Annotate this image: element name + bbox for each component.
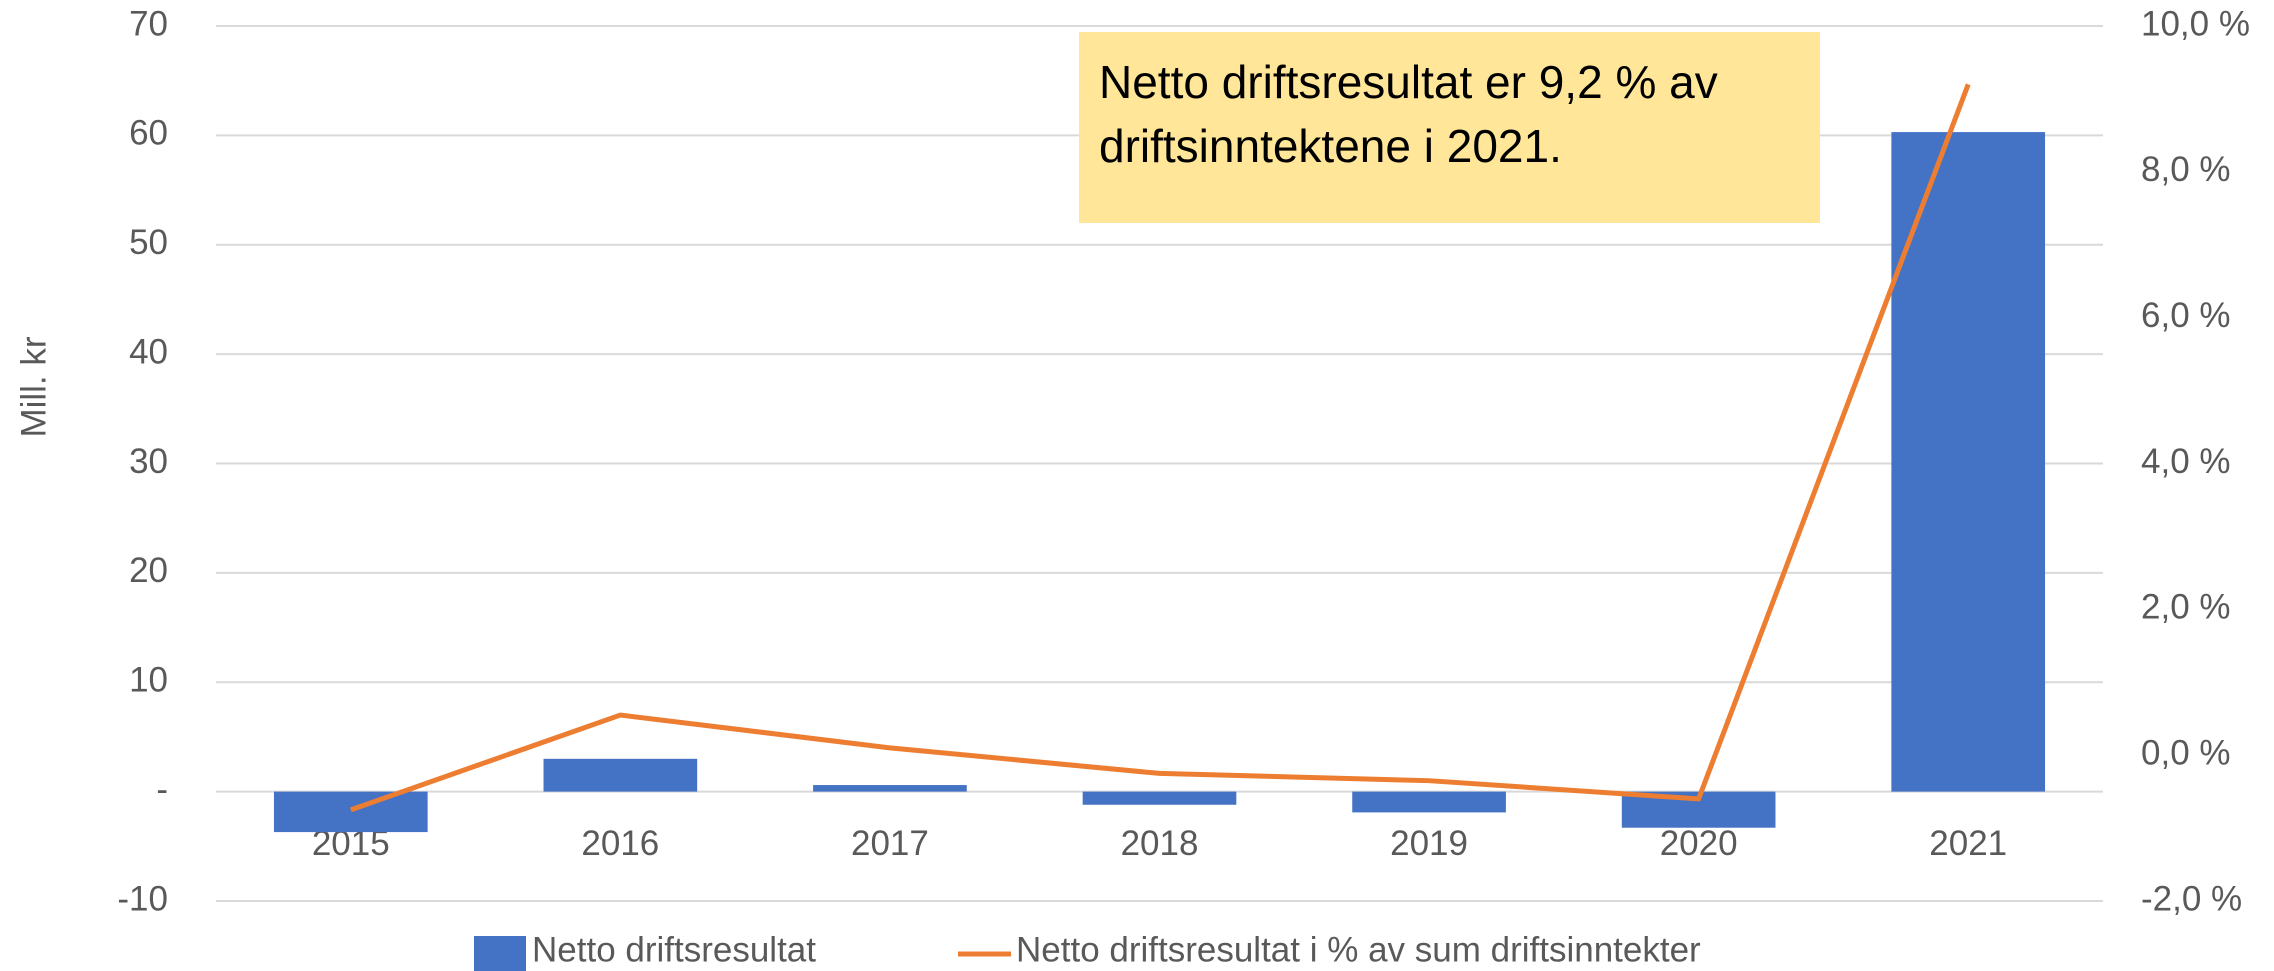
bar (543, 758, 698, 792)
y2-tick-label: -2,0 % (2141, 879, 2242, 918)
bar (1352, 791, 1506, 813)
y2-tick-label: 0,0 % (2141, 733, 2231, 772)
x-tick-label: 2018 (1121, 824, 1199, 863)
y-tick-label: - (156, 770, 168, 809)
y-tick-label: 20 (129, 551, 168, 590)
y-tick-label: 40 (129, 332, 168, 371)
y2-tick-label: 10,0 % (2141, 4, 2250, 43)
legend-swatch (474, 936, 526, 971)
y-tick-label: 50 (129, 223, 168, 262)
bar (813, 785, 967, 792)
bar (273, 791, 428, 833)
bar (1891, 132, 2046, 792)
legend-label: Netto driftsresultat (532, 930, 816, 969)
y2-tick-label: 2,0 % (2141, 588, 2231, 627)
line (349, 83, 1971, 813)
y2-tick-label: 8,0 % (2141, 150, 2231, 189)
x-tick-label: 2021 (1929, 824, 2007, 863)
y-tick-label: 60 (129, 114, 168, 153)
y-tick-label: -10 (117, 879, 168, 918)
annotation: Netto driftsresultat er 9,2 % av driftsi… (1079, 32, 1820, 223)
x-tick-label: 2019 (1390, 824, 1468, 863)
y-tick-label: 70 (129, 4, 168, 43)
y-tick-label: 10 (129, 661, 168, 700)
bar (1082, 791, 1237, 805)
y-tick-label: 30 (129, 442, 168, 481)
legend-label: Netto driftsresultat i % av sum driftsin… (1016, 930, 1701, 969)
x-tick-label: 2016 (581, 824, 659, 863)
y2-tick-label: 4,0 % (2141, 442, 2231, 481)
y-axis-label: Mill. kr (14, 336, 53, 437)
y2-tick-label: 6,0 % (2141, 296, 2231, 335)
x-tick-label: 2020 (1660, 824, 1738, 863)
x-tick-label: 2017 (851, 824, 929, 863)
